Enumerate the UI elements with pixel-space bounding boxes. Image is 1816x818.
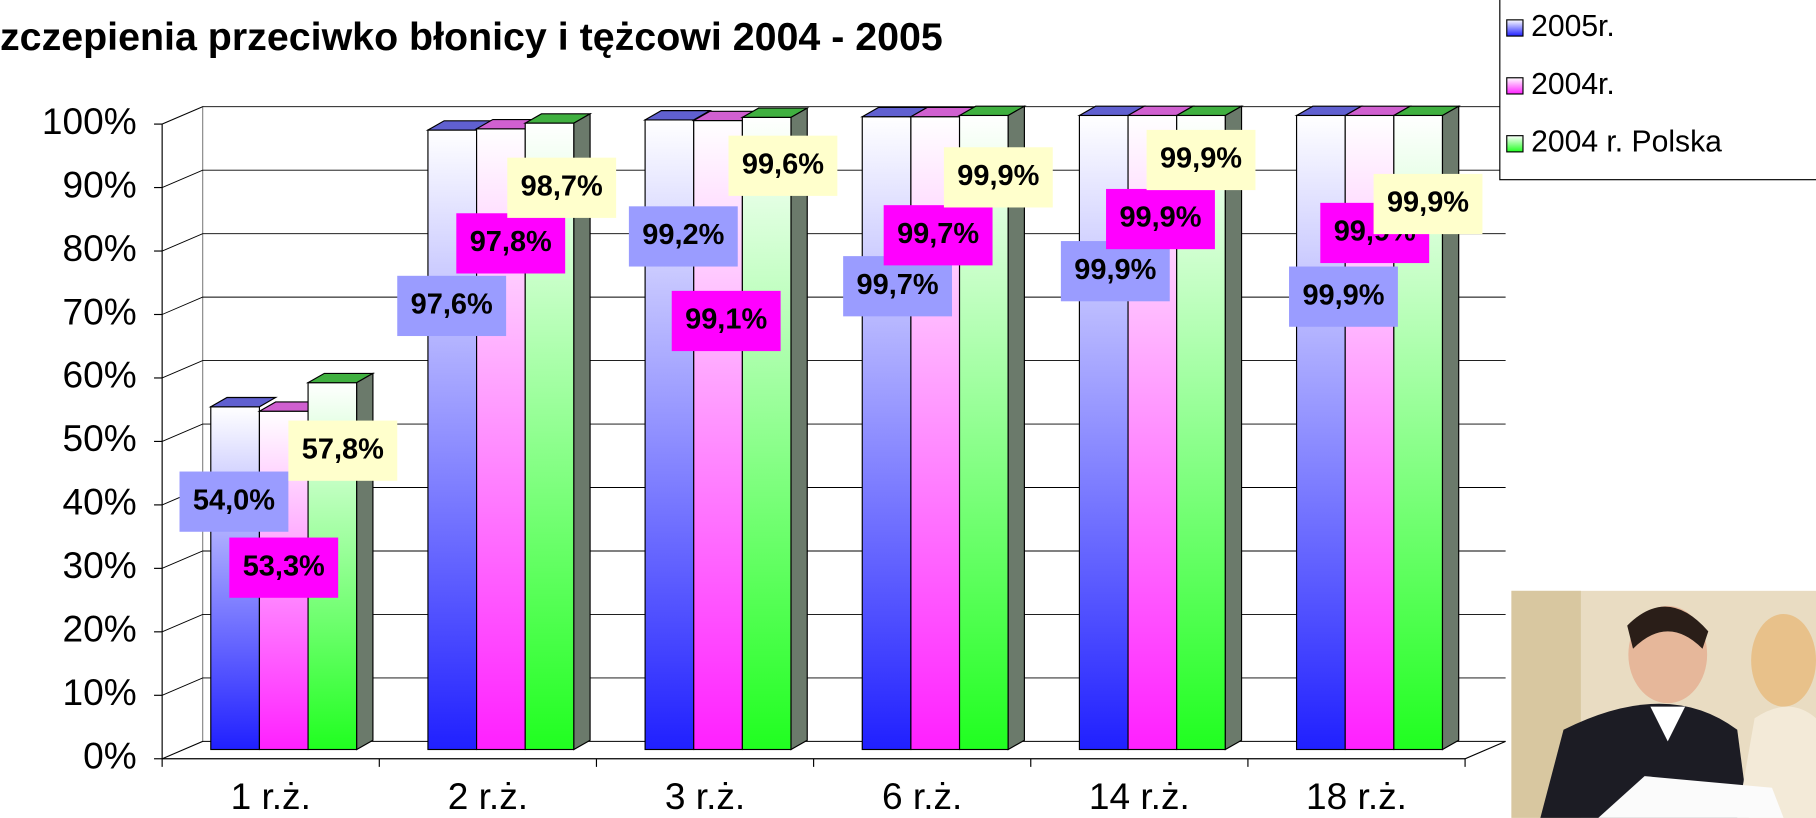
value-label: 99,9%	[957, 160, 1039, 192]
x-tick-label: 1 r.ż.	[231, 775, 311, 817]
value-label: 97,6%	[411, 289, 493, 321]
x-tick-label: 3 r.ż.	[665, 775, 745, 817]
legend-swatch	[1507, 20, 1523, 36]
y-tick-label: 100%	[42, 100, 137, 142]
y-tick-label: 70%	[63, 290, 137, 332]
x-tick-label: 6 r.ż.	[882, 775, 962, 817]
chart-title: zczepienia przeciwko błonicy i tężcowi 2…	[0, 15, 943, 59]
value-label: 53,3%	[243, 550, 325, 582]
x-tick-label: 2 r.ż.	[448, 775, 528, 817]
value-label: 99,7%	[897, 218, 979, 250]
y-tick-label: 50%	[63, 417, 137, 459]
y-tick-label: 30%	[63, 544, 137, 586]
bar-side	[791, 108, 807, 749]
value-label: 99,9%	[1160, 143, 1242, 175]
y-tick-label: 20%	[63, 608, 137, 650]
value-label: 99,1%	[685, 304, 767, 336]
bar-side	[1225, 106, 1241, 749]
legend-swatch	[1507, 136, 1523, 152]
value-label: 99,9%	[1387, 187, 1469, 219]
bar-top	[211, 398, 276, 407]
chart: zczepienia przeciwko błonicy i tężcowi 2…	[0, 0, 1816, 818]
value-label: 99,9%	[1119, 202, 1201, 234]
legend-label: 2005r.	[1531, 10, 1615, 43]
value-label: 99,9%	[1074, 254, 1156, 286]
value-label: 54,0%	[193, 484, 275, 516]
photo	[1511, 591, 1816, 818]
value-label: 99,2%	[642, 219, 724, 251]
y-tick-label: 60%	[63, 354, 137, 396]
legend-swatch	[1507, 78, 1523, 94]
y-tick-label: 10%	[63, 671, 137, 713]
y-tick-label: 0%	[83, 735, 137, 777]
value-label: 57,8%	[302, 433, 384, 465]
legend-label: 2004r.	[1531, 68, 1615, 101]
value-label: 98,7%	[521, 170, 603, 202]
value-label: 97,8%	[470, 226, 552, 258]
value-label: 99,6%	[742, 148, 824, 180]
legend-label: 2004 r. Polska	[1531, 126, 1722, 159]
x-tick-label: 14 r.ż.	[1089, 775, 1190, 817]
y-tick-label: 90%	[63, 163, 137, 205]
value-label: 99,7%	[857, 269, 939, 301]
y-tick-label: 80%	[63, 227, 137, 269]
x-tick-label: 18 r.ż.	[1306, 775, 1407, 817]
bar	[742, 117, 791, 749]
value-label: 99,9%	[1302, 279, 1384, 311]
y-tick-label: 40%	[63, 481, 137, 523]
